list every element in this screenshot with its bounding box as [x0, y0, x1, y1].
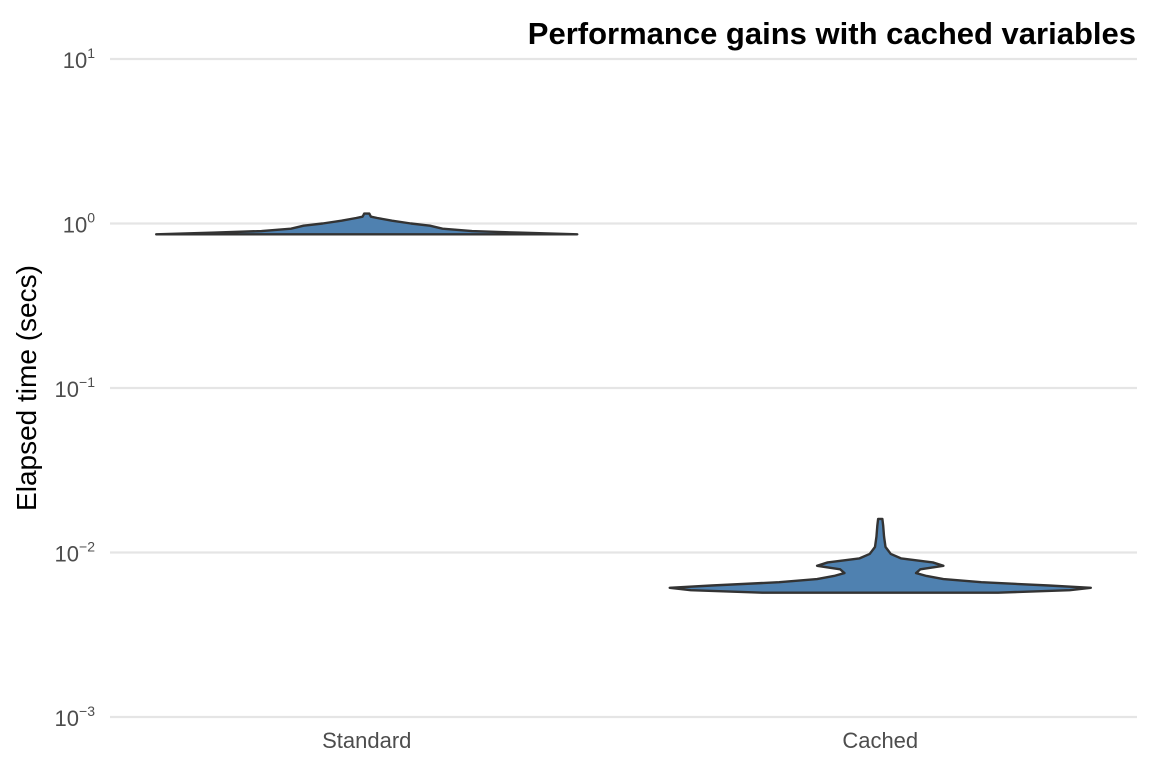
violin-standard — [155, 212, 579, 236]
violins — [155, 212, 1092, 594]
x-axis-ticks: Standard Cached — [322, 728, 918, 753]
gridlines — [110, 57, 1137, 719]
violin-cached — [668, 517, 1092, 594]
y-tick-label: 10−1 — [55, 374, 96, 402]
y-tick-label: 101 — [63, 45, 95, 73]
chart-title: Performance gains with cached variables — [528, 16, 1136, 51]
x-tick-label: Standard — [322, 728, 411, 753]
y-axis-ticks: 10−3 10−2 10−1 100 101 — [55, 45, 96, 731]
y-tick-label: 10−3 — [55, 703, 96, 731]
y-tick-label: 10−2 — [55, 539, 96, 567]
y-tick-label: 100 — [63, 210, 95, 238]
x-tick-label: Cached — [842, 728, 918, 753]
y-axis-label: Elapsed time (secs) — [11, 265, 42, 511]
